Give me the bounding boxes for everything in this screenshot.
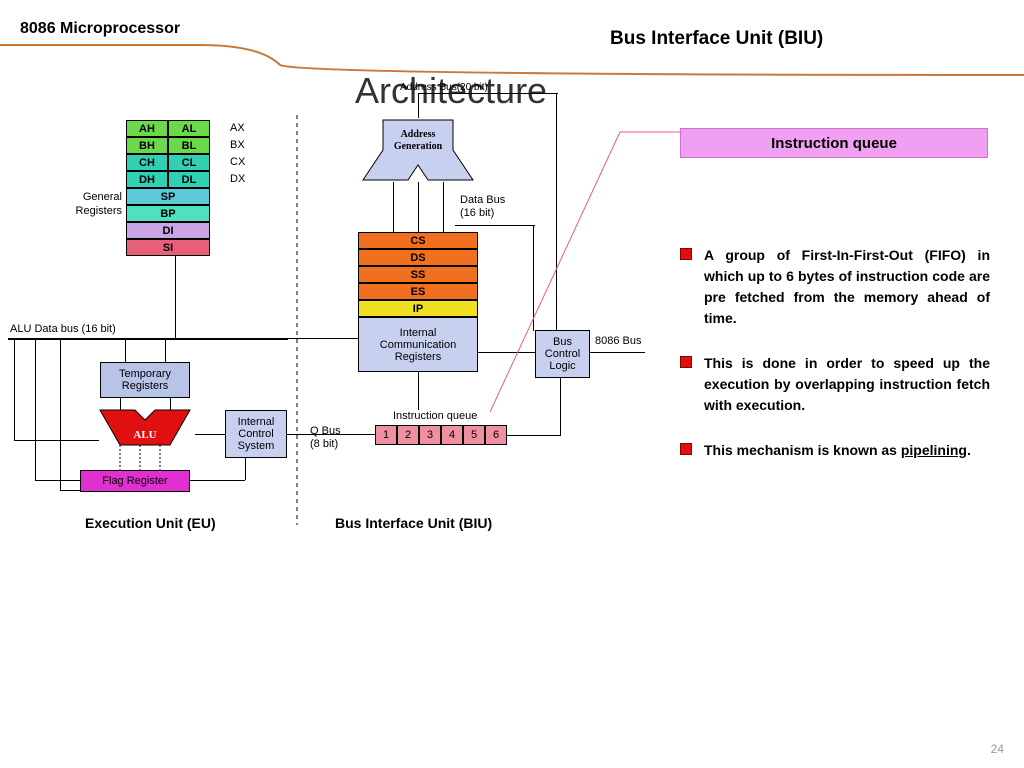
callout-title: Instruction queue <box>771 135 897 152</box>
gpr-label: GeneralRegisters <box>62 190 122 219</box>
temp-reg-label: Temporary Registers <box>119 368 171 392</box>
temp-registers-box: Temporary Registers <box>100 362 190 398</box>
callout-bullets: A group of First-In-First-Out (FIFO) in … <box>680 245 990 485</box>
page-number: 24 <box>991 742 1004 756</box>
gpr-names: AXBXCXDX <box>230 120 245 188</box>
ics-box: Internal Control System <box>225 410 287 458</box>
line <box>443 182 444 232</box>
flag-reg-label: Flag Register <box>102 475 167 487</box>
line <box>418 93 419 118</box>
line <box>60 490 80 491</box>
line <box>287 434 375 435</box>
header-left-title: 8086 Microprocessor <box>20 20 180 38</box>
header-right-title: Bus Interface Unit (BIU) <box>610 28 823 50</box>
queue-cells: 123456 <box>375 425 507 445</box>
alu-bus-label: ALU Data bus (16 bit) <box>10 323 116 335</box>
line <box>418 93 558 94</box>
alu-bus-line <box>8 338 288 340</box>
line <box>35 480 80 481</box>
line <box>393 182 394 232</box>
iq-label: Instruction queue <box>393 410 477 422</box>
line <box>35 340 36 480</box>
eu-biu-divider <box>295 115 299 525</box>
svg-text:Address: Address <box>401 129 436 140</box>
addr-bus-label: Address Bus(20 bit) <box>400 82 488 93</box>
addr-gen-shape: Address Generation <box>358 115 478 185</box>
callout-title-box: Instruction queue <box>680 128 988 158</box>
line <box>60 340 61 490</box>
gpr-table: AHALBHBLCHCLDHDLSPBPDISI <box>126 120 226 256</box>
flag-register-box: Flag Register <box>80 470 190 492</box>
line <box>14 340 15 440</box>
line <box>507 435 561 436</box>
line <box>125 340 126 362</box>
alu-flag-lines <box>110 445 170 470</box>
line <box>165 340 166 362</box>
line <box>418 182 419 232</box>
line <box>175 256 176 338</box>
line <box>170 398 171 410</box>
biu-label: Bus Interface Unit (BIU) <box>335 515 492 531</box>
callout-leader <box>490 127 690 417</box>
svg-text:ALU: ALU <box>133 429 156 441</box>
line <box>265 338 358 339</box>
line <box>14 440 99 441</box>
svg-text:Generation: Generation <box>394 141 443 152</box>
ics-label: Internal Control System <box>238 416 275 452</box>
line <box>195 434 225 435</box>
line <box>245 458 246 480</box>
line <box>418 372 419 410</box>
line <box>120 398 121 410</box>
segment-table: CSDSSSESIPInternal Communication Registe… <box>358 232 478 372</box>
line <box>190 480 245 481</box>
qbus-label: Q Bus(8 bit) <box>310 425 341 451</box>
eu-label: Execution Unit (EU) <box>85 515 216 531</box>
